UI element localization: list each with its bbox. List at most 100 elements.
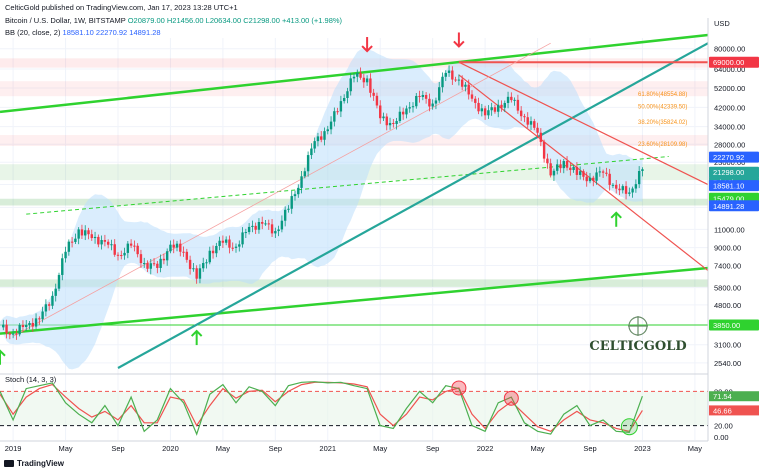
candles bbox=[2, 65, 644, 340]
candle-body bbox=[401, 111, 405, 115]
time-axis-label: Sep bbox=[111, 444, 124, 453]
candle-body bbox=[346, 91, 349, 98]
currency-label: USD bbox=[714, 19, 730, 28]
time-axis-label: May bbox=[216, 444, 230, 453]
stoch-sell-signal bbox=[451, 380, 467, 396]
candle-body bbox=[539, 132, 543, 142]
candle-body bbox=[247, 226, 251, 233]
price-tick: 34000.00 bbox=[714, 123, 745, 132]
candle-body bbox=[34, 318, 38, 327]
candle-body bbox=[2, 324, 5, 328]
candle-body bbox=[159, 258, 162, 268]
candle-body bbox=[365, 78, 369, 83]
arrow-head bbox=[610, 211, 622, 219]
candle-body bbox=[542, 141, 546, 159]
candle-body bbox=[323, 131, 326, 140]
symbol-line: Bitcoin / U.S. Dollar, 1W, BITSTAMP O208… bbox=[5, 16, 342, 25]
candle-body bbox=[290, 196, 293, 209]
candle-body bbox=[526, 117, 529, 125]
bb-label: BB (20, close, 2) bbox=[5, 28, 61, 37]
candle-body bbox=[97, 236, 100, 245]
price-axis[interactable]: USD 80000.00 64000.00 52000.00 42000.00 34000… bbox=[707, 18, 765, 475]
candle-body bbox=[18, 325, 21, 335]
candle-body bbox=[598, 171, 602, 173]
candle-body bbox=[287, 208, 290, 210]
candle-body bbox=[195, 268, 198, 279]
buy-arrow-2018 bbox=[0, 349, 6, 365]
stoch-buy-signal bbox=[620, 418, 638, 436]
candle-body bbox=[257, 221, 261, 230]
candle-body bbox=[333, 111, 336, 122]
candle-body bbox=[438, 87, 441, 101]
candle-body bbox=[113, 244, 116, 255]
bb-legend[interactable]: BB (20, close, 2) 18581.10 22270.92 1489… bbox=[5, 28, 161, 37]
candle-body bbox=[15, 333, 18, 335]
candle-body bbox=[103, 240, 107, 242]
candle-body bbox=[133, 245, 136, 247]
candle-body bbox=[100, 240, 103, 245]
time-axis-label: 2023 bbox=[634, 444, 651, 453]
candle-body bbox=[234, 246, 238, 248]
time-axis-label: 2022 bbox=[477, 444, 494, 453]
candle-body bbox=[342, 97, 346, 102]
candle-body bbox=[202, 262, 205, 269]
time-axis-label: May bbox=[58, 444, 72, 453]
time-axis-label: 2020 bbox=[162, 444, 179, 453]
candle-body bbox=[605, 172, 608, 174]
candle-body bbox=[549, 163, 552, 176]
stoch-d-tag-bg bbox=[709, 405, 759, 416]
candle-body bbox=[172, 244, 175, 248]
sell-arrow-apr-2021 bbox=[361, 37, 373, 53]
candle-body bbox=[306, 155, 310, 172]
candle-body bbox=[533, 121, 536, 128]
candle-body bbox=[483, 108, 487, 116]
bb-values: 18581.10 22270.92 14891.28 bbox=[62, 28, 161, 37]
candle-body bbox=[487, 110, 490, 116]
candle-body bbox=[372, 92, 375, 96]
candle-body bbox=[106, 241, 110, 245]
tradingview-footer[interactable]: TradingView bbox=[4, 459, 64, 468]
stoch-tick: 0.00 bbox=[714, 433, 729, 442]
symbol-title: Bitcoin / U.S. Dollar, 1W, BITSTAMP bbox=[5, 16, 126, 25]
candle-body bbox=[575, 166, 579, 175]
candle-body bbox=[611, 184, 615, 186]
candle-body bbox=[241, 232, 244, 245]
candle-body bbox=[562, 161, 565, 169]
price-tick: 2540.00 bbox=[714, 359, 741, 368]
sell-arrow-nov-2021 bbox=[453, 32, 465, 48]
candle-body bbox=[152, 263, 156, 265]
fib-level-label: 61.80%(48554.88) bbox=[638, 92, 687, 98]
arrow-head bbox=[190, 329, 203, 337]
price-tick: 23000.00 bbox=[714, 158, 745, 167]
time-axis-label: May bbox=[373, 444, 387, 453]
candle-body bbox=[349, 78, 352, 92]
candle-body bbox=[64, 251, 67, 259]
candle-body bbox=[559, 164, 562, 169]
candle-body bbox=[582, 171, 585, 177]
candle-body bbox=[578, 171, 582, 175]
buy-arrow-2022 bbox=[610, 211, 622, 227]
candle-body bbox=[300, 176, 303, 188]
candle-body bbox=[283, 209, 287, 221]
stoch-d-tag: 46.66 bbox=[713, 406, 732, 415]
candle-body bbox=[205, 262, 208, 264]
candle-body bbox=[293, 194, 297, 197]
candle-body bbox=[208, 250, 211, 263]
time-axis-label: Sep bbox=[426, 444, 439, 453]
candle-body bbox=[136, 245, 139, 255]
candle-body bbox=[70, 241, 74, 243]
basis-bb-tag: 18581.10 bbox=[713, 182, 744, 191]
candle-body bbox=[444, 72, 447, 77]
basis-bb-tag-bg bbox=[709, 180, 759, 192]
candle-body bbox=[303, 171, 307, 177]
candle-body bbox=[500, 104, 503, 108]
candle-body bbox=[80, 229, 84, 236]
support-tag: 15479.00 bbox=[713, 194, 744, 203]
candle-body bbox=[513, 99, 516, 101]
candle-body bbox=[231, 247, 234, 249]
candle-body bbox=[84, 230, 87, 236]
upper-bb-tag: 22270.92 bbox=[713, 153, 744, 162]
candle-body bbox=[224, 239, 228, 243]
candle-body bbox=[228, 239, 231, 248]
